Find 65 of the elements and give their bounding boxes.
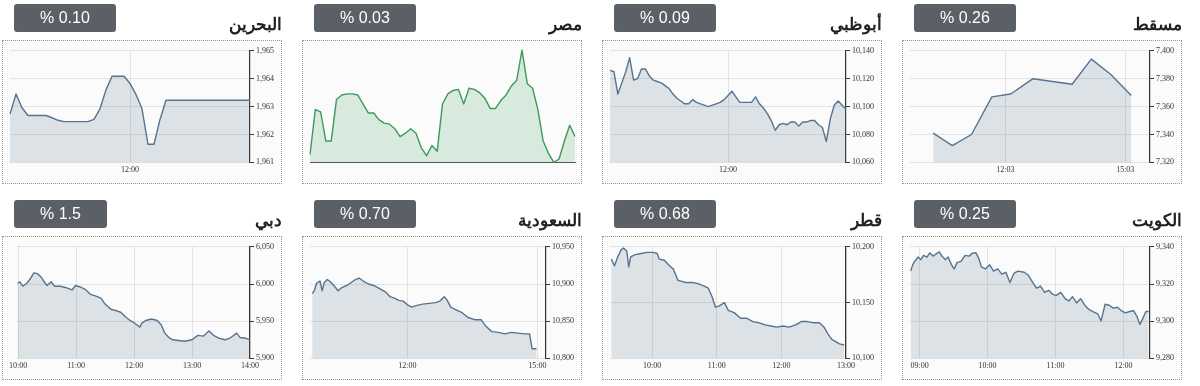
chart-title: السعودية: [518, 210, 582, 231]
x-tick-label: 13:00: [836, 361, 856, 371]
chart-title: البحرين: [229, 14, 282, 35]
chart-title: مسقط: [1133, 14, 1182, 35]
y-tick-label: 1,962: [256, 129, 274, 139]
x-tick-label: 15:03: [1116, 165, 1135, 175]
x-tick-label: 10:00: [978, 361, 997, 371]
x-tick-label: 12:00: [772, 361, 791, 371]
y-tick-label: 7,380: [1156, 73, 1174, 83]
y-tick-label: 7,340: [1156, 129, 1174, 139]
y-tick-label: 9,280: [1156, 353, 1174, 363]
x-tick-label: 10:00: [9, 361, 28, 371]
y-tick-label: 1,964: [256, 73, 274, 83]
y-tick-label: 1,963: [256, 101, 274, 111]
y-tick-label: 7,320: [1156, 157, 1174, 167]
y-tick-label: 10,120: [852, 73, 874, 83]
x-tick-label: 12:03: [996, 165, 1015, 175]
x-tick-label: 14:00: [240, 361, 260, 371]
chart-subtitle: % 0.03: [314, 4, 416, 32]
y-tick-label: 10,800: [552, 353, 574, 363]
x-tick-label: 11:00: [67, 361, 86, 371]
chart-title: قطر: [851, 210, 882, 231]
x-tick-label: 12:00: [718, 165, 738, 175]
x-tick-label: 09:00: [910, 361, 929, 371]
y-tick-label: 10,200: [852, 241, 874, 251]
y-tick-label: 6,000: [256, 279, 274, 289]
y-tick-label: 10,100: [852, 353, 874, 363]
y-tick-label: 10,900: [552, 279, 574, 289]
y-tick-label: 6,050: [256, 241, 274, 251]
x-tick-label: 12:00: [120, 165, 140, 175]
y-tick-label: 9,320: [1156, 279, 1174, 289]
y-tick-label: 9,340: [1156, 241, 1174, 251]
y-tick-label: 1,961: [256, 157, 274, 167]
y-tick-label: 7,400: [1156, 45, 1174, 55]
y-tick-label: 10,850: [552, 316, 574, 326]
chart-title: الكويت: [1132, 210, 1182, 231]
chart-subtitle: % 0.10: [14, 4, 116, 32]
chart-subtitle: % 0.26: [914, 4, 1016, 32]
y-tick-label: 7,360: [1156, 101, 1174, 111]
y-tick-label: 1,965: [256, 45, 274, 55]
chart-subtitle: % 0.09: [614, 4, 716, 32]
y-tick-label: 10,060: [852, 157, 874, 167]
chart-subtitle: % 0.70: [314, 200, 416, 228]
y-tick-label: 10,100: [852, 101, 874, 111]
x-tick-label: 13:00: [182, 361, 202, 371]
chart-title: مصر: [549, 14, 582, 35]
x-tick-label: 10:00: [642, 361, 662, 371]
x-tick-label: 12:00: [1114, 361, 1133, 371]
chart-title: دبي: [255, 210, 282, 231]
chart-title: أبوظبي: [830, 14, 882, 35]
chart-subtitle: % 0.25: [914, 200, 1016, 228]
y-tick-label: 10,140: [852, 45, 874, 55]
x-tick-label: 12:00: [124, 361, 144, 371]
x-tick-label: 11:00: [1046, 361, 1065, 371]
y-tick-label: 9,300: [1156, 316, 1174, 326]
y-tick-label: 10,080: [852, 129, 874, 139]
chart-subtitle: % 1.5: [14, 200, 107, 228]
x-tick-label: 11:00: [707, 361, 726, 371]
y-tick-label: 10,150: [852, 297, 874, 307]
y-tick-label: 5,900: [256, 353, 274, 363]
x-tick-label: 15:00: [528, 361, 547, 371]
chart-subtitle: % 0.68: [614, 200, 716, 228]
x-tick-label: 12:00: [398, 361, 417, 371]
y-tick-label: 5,950: [256, 316, 274, 326]
y-tick-label: 10,950: [552, 241, 574, 251]
